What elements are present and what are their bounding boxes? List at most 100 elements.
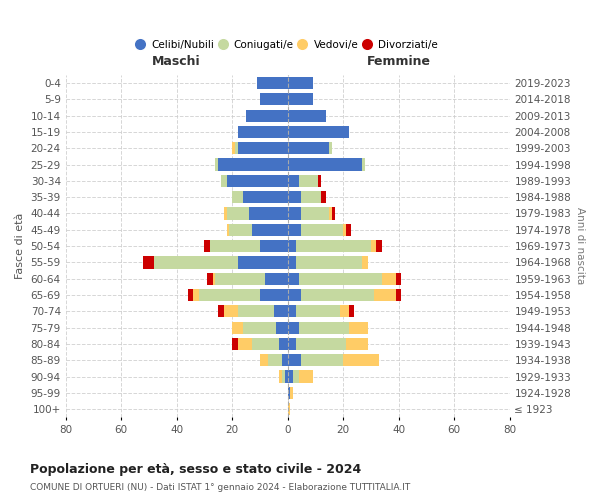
Bar: [199, 289, 260, 301]
Bar: [227, 174, 287, 187]
Bar: [238, 305, 274, 318]
Bar: [235, 142, 238, 154]
Legend: Celibi/Nubili, Coniugati/e, Vedovi/e, Divorziati/e: Celibi/Nubili, Coniugati/e, Vedovi/e, Di…: [133, 36, 442, 54]
Bar: [301, 354, 343, 366]
Bar: [232, 191, 243, 203]
Y-axis label: Anni di nascita: Anni di nascita: [575, 208, 585, 284]
Bar: [215, 272, 265, 285]
Bar: [227, 208, 249, 220]
Bar: [243, 191, 287, 203]
Bar: [362, 158, 365, 170]
Bar: [287, 224, 301, 236]
Text: Popolazione per età, sesso e stato civile - 2024: Popolazione per età, sesso e stato civil…: [30, 462, 361, 475]
Bar: [332, 208, 335, 220]
Bar: [349, 322, 368, 334]
Bar: [299, 322, 349, 334]
Bar: [215, 158, 218, 170]
Bar: [205, 240, 210, 252]
Bar: [287, 370, 293, 382]
Bar: [299, 272, 382, 285]
Bar: [232, 338, 238, 350]
Bar: [285, 370, 287, 382]
Bar: [227, 224, 229, 236]
Bar: [318, 174, 321, 187]
Bar: [218, 305, 224, 318]
Bar: [232, 322, 243, 334]
Bar: [346, 338, 368, 350]
Bar: [243, 322, 277, 334]
Bar: [282, 354, 287, 366]
Bar: [268, 354, 282, 366]
Bar: [301, 224, 343, 236]
Bar: [287, 208, 301, 220]
Bar: [346, 224, 352, 236]
Bar: [301, 289, 374, 301]
Bar: [229, 224, 251, 236]
Bar: [296, 338, 346, 350]
Bar: [299, 174, 318, 187]
Bar: [218, 158, 287, 170]
Bar: [260, 93, 287, 106]
Bar: [232, 142, 235, 154]
Bar: [260, 354, 268, 366]
Bar: [277, 322, 287, 334]
Bar: [279, 370, 282, 382]
Bar: [287, 403, 290, 415]
Bar: [293, 370, 299, 382]
Bar: [382, 272, 396, 285]
Bar: [296, 240, 371, 252]
Bar: [321, 191, 326, 203]
Bar: [238, 338, 251, 350]
Bar: [287, 387, 290, 399]
Bar: [376, 240, 382, 252]
Bar: [301, 208, 329, 220]
Bar: [251, 224, 287, 236]
Bar: [238, 126, 287, 138]
Bar: [287, 191, 301, 203]
Bar: [340, 305, 349, 318]
Bar: [210, 240, 260, 252]
Bar: [301, 191, 321, 203]
Bar: [329, 142, 332, 154]
Bar: [287, 289, 301, 301]
Bar: [193, 289, 199, 301]
Bar: [238, 256, 287, 268]
Bar: [343, 224, 346, 236]
Bar: [287, 126, 349, 138]
Text: COMUNE DI ORTUERI (NU) - Dati ISTAT 1° gennaio 2024 - Elaborazione TUTTITALIA.IT: COMUNE DI ORTUERI (NU) - Dati ISTAT 1° g…: [30, 482, 410, 492]
Bar: [188, 289, 193, 301]
Bar: [282, 370, 285, 382]
Bar: [362, 256, 368, 268]
Bar: [238, 142, 287, 154]
Bar: [143, 256, 154, 268]
Bar: [246, 110, 287, 122]
Bar: [251, 338, 279, 350]
Bar: [260, 289, 287, 301]
Bar: [287, 93, 313, 106]
Text: Femmine: Femmine: [367, 55, 431, 68]
Bar: [154, 256, 238, 268]
Bar: [207, 272, 212, 285]
Bar: [224, 305, 238, 318]
Bar: [212, 272, 215, 285]
Bar: [343, 354, 379, 366]
Bar: [287, 240, 296, 252]
Bar: [371, 240, 376, 252]
Bar: [296, 305, 340, 318]
Bar: [349, 305, 354, 318]
Bar: [287, 305, 296, 318]
Bar: [287, 272, 299, 285]
Bar: [287, 322, 299, 334]
Bar: [396, 289, 401, 301]
Y-axis label: Fasce di età: Fasce di età: [15, 213, 25, 280]
Bar: [374, 289, 396, 301]
Bar: [287, 110, 326, 122]
Bar: [396, 272, 401, 285]
Bar: [329, 208, 332, 220]
Bar: [274, 305, 287, 318]
Bar: [287, 354, 301, 366]
Bar: [265, 272, 287, 285]
Bar: [287, 77, 313, 89]
Bar: [221, 174, 227, 187]
Bar: [224, 208, 227, 220]
